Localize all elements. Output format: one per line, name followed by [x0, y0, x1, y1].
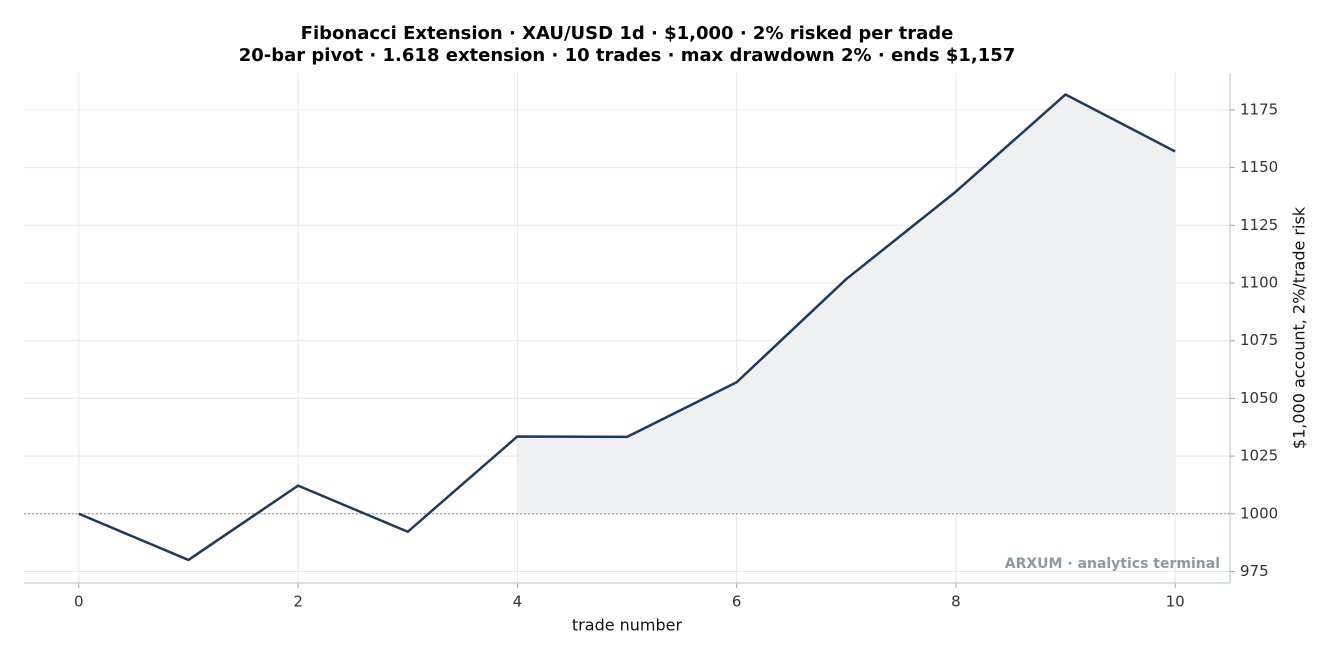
y-tick-label: 1025	[1240, 447, 1278, 465]
watermark: ARXUM · analytics terminal	[1005, 556, 1220, 572]
x-axis-label: trade number	[572, 616, 683, 635]
chart-title: Fibonacci Extension · XAU/USD 1d · $1,00…	[301, 23, 954, 44]
y-tick-label: 1175	[1240, 100, 1278, 118]
y-axis-label: $1,000 account, 2%/trade risk	[1290, 206, 1309, 449]
y-tick-label: 1000	[1240, 504, 1278, 522]
chart-subtitle: 20-bar pivot · 1.618 extension · 10 trad…	[239, 45, 1016, 66]
y-tick-label: 1150	[1240, 158, 1278, 176]
y-tick-label: 975	[1240, 562, 1269, 580]
x-tick-label: 6	[732, 593, 742, 611]
y-tick-label: 1050	[1240, 389, 1278, 407]
x-tick-label: 10	[1166, 593, 1185, 611]
x-tick-label: 2	[293, 593, 303, 611]
shaded-area	[517, 94, 1176, 514]
x-tick-label: 8	[951, 593, 961, 611]
y-tick-label: 1100	[1240, 274, 1278, 292]
y-tick-label: 1075	[1240, 331, 1278, 349]
line	[78, 93, 1176, 562]
x-tick-label: 0	[74, 593, 84, 611]
x-tick-label: 4	[513, 593, 523, 611]
y-tick-label: 1125	[1240, 216, 1278, 234]
